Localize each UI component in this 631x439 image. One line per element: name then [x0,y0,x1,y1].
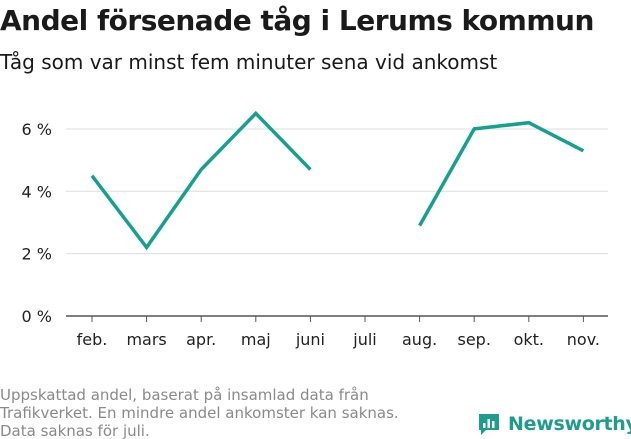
footnote: Uppskattad andel, baserat på insamlad da… [0,386,440,439]
series-line-segment-1 [90,110,312,251]
x-tick-label: mars [126,330,166,349]
series-line-segment-2 [418,120,585,227]
brand-logo: Newsworthy [476,409,631,439]
x-tick-label: apr. [186,330,216,349]
chart-title: Andel försenade tåg i Lerums kommun [0,4,594,37]
footnote-line-1: Uppskattad andel, baserat på insamlad da… [0,386,369,404]
y-tick-label: 2 % [22,245,52,264]
brand-name: Newsworthy [508,413,631,435]
y-tick-label: 6 % [22,120,52,139]
x-tick-label: nov. [567,330,600,349]
x-tick-label: juni [295,330,325,349]
x-tick-label: feb. [77,330,108,349]
footnote-line-2: Trafikverket. En mindre andel ankomster … [0,404,399,422]
y-tick-label: 4 % [22,182,52,201]
x-tick-label: maj [241,330,271,349]
newsworthy-logo-icon [479,414,499,435]
x-tick-label: juli [352,330,376,349]
footnote-line-3: Data saknas för juli. [0,422,150,439]
x-tick-label: sep. [457,330,490,349]
x-tick-label: okt. [514,330,544,349]
x-tick-label: aug. [402,330,437,349]
y-tick-label: 0 % [22,307,52,326]
chart-subtitle: Tåg som var minst fem minuter sena vid a… [0,50,498,74]
